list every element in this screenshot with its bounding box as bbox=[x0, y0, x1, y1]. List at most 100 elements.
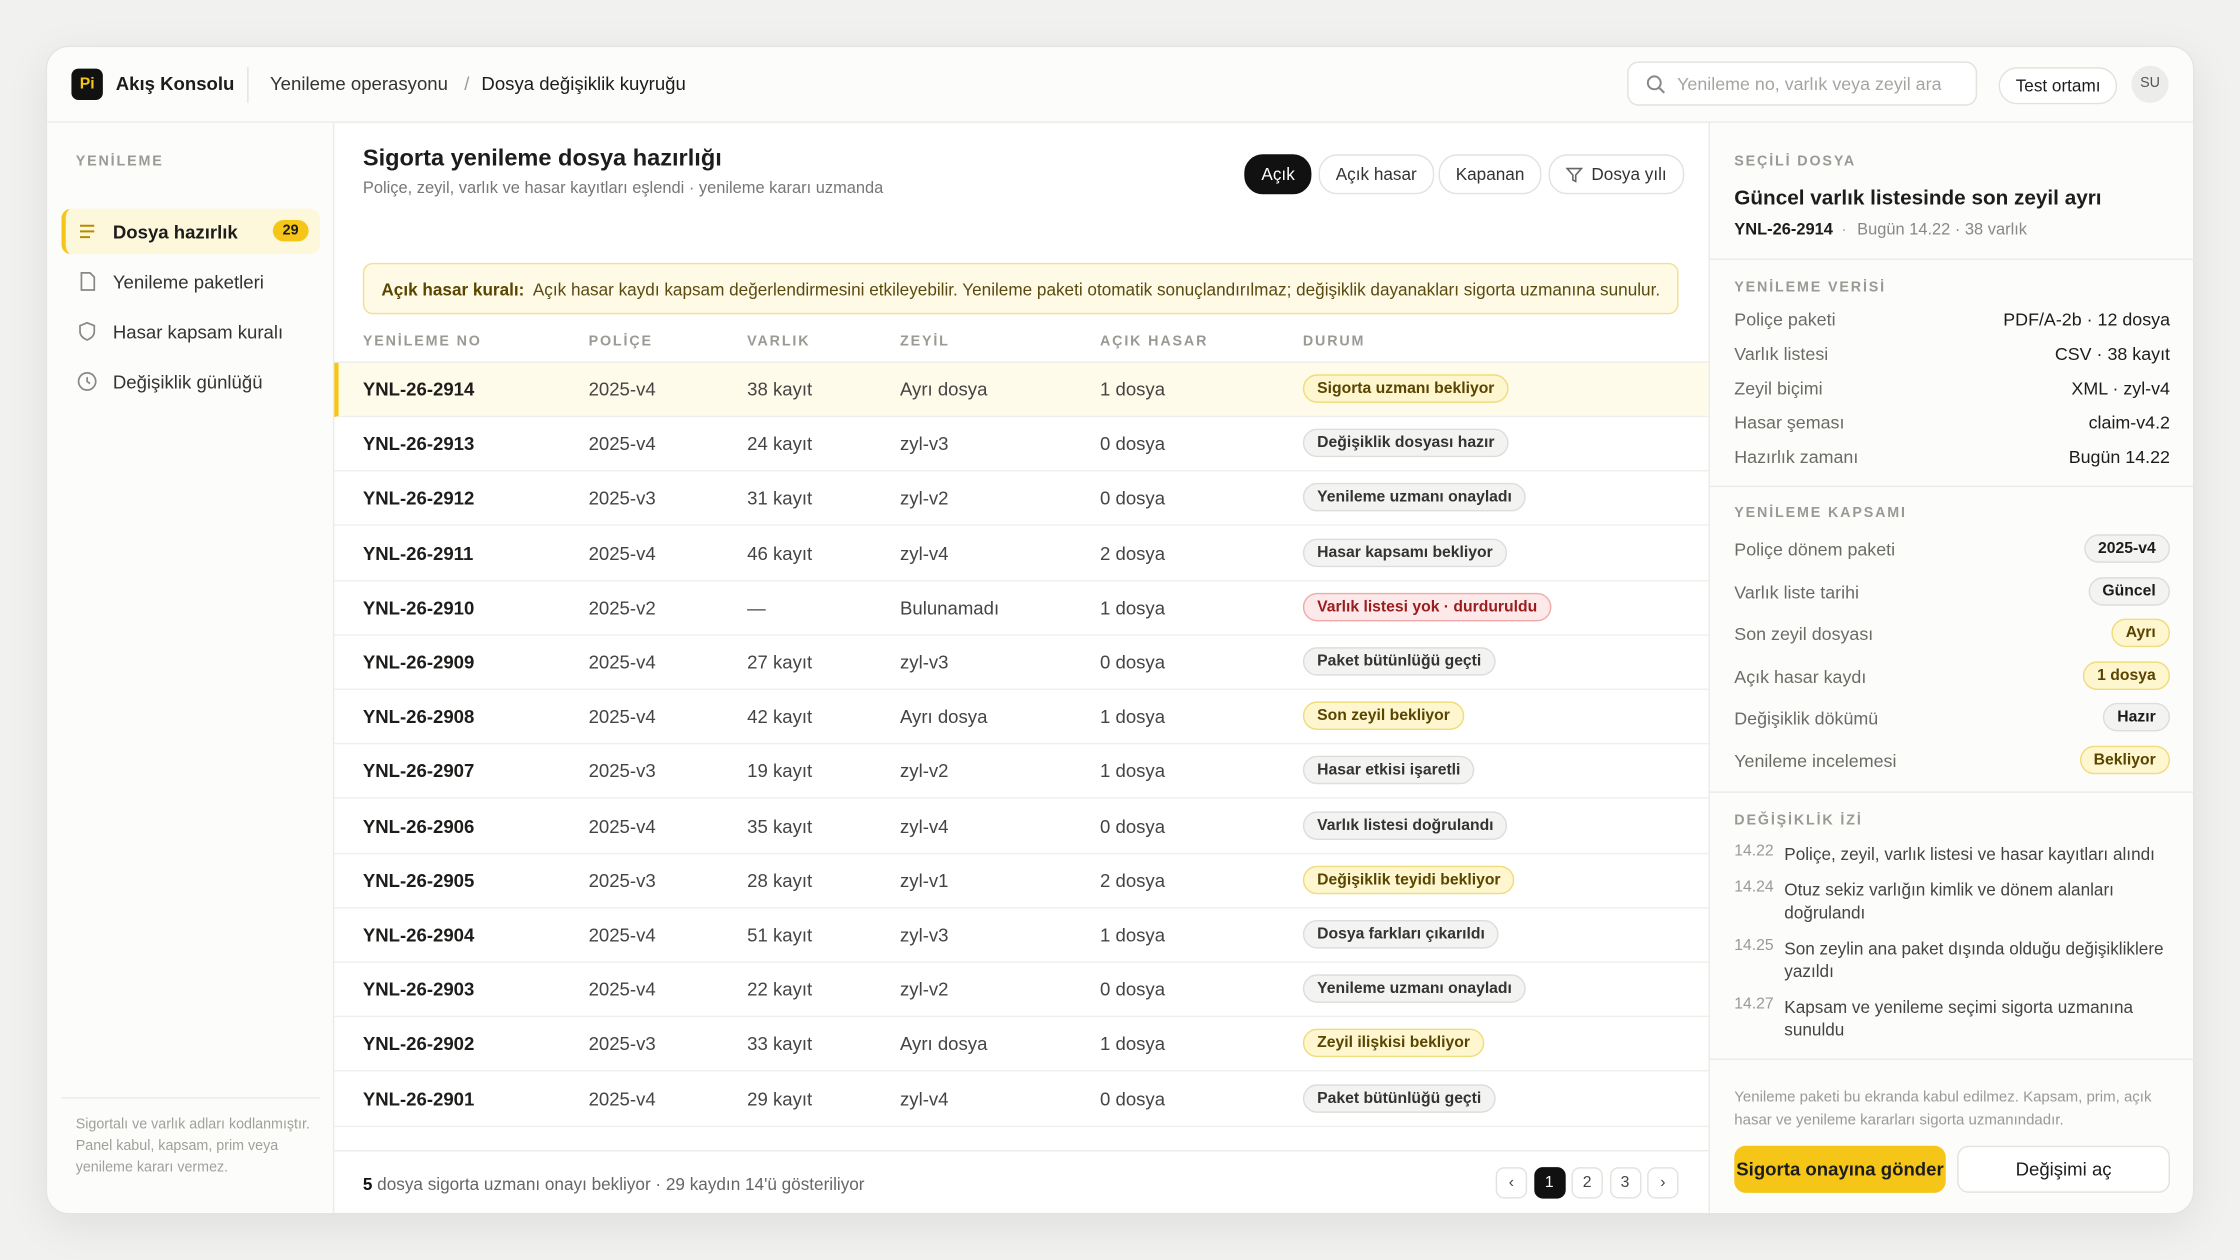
cell: 2025-v4 bbox=[588, 433, 656, 455]
page-button[interactable]: 2 bbox=[1571, 1167, 1603, 1199]
cell: 0 dosya bbox=[1099, 1087, 1166, 1110]
cell: 28 kayıt bbox=[747, 869, 813, 892]
column-header: ZEYİL bbox=[899, 334, 950, 350]
cell: 35 kayıt bbox=[747, 815, 813, 837]
section-label: SEÇİLİ DOSYA bbox=[1734, 154, 1857, 170]
data-key: Hasar şeması bbox=[1734, 412, 1845, 433]
scope-value: Ayrı bbox=[2111, 618, 2170, 648]
filter-button[interactable]: Dosya yılı bbox=[1548, 154, 1684, 195]
table-row[interactable]: YNL-26-2902 2025-v3 33 kayıt Ayrı dosya 1 do… bbox=[334, 1018, 1709, 1072]
env-button[interactable]: Test ortamı bbox=[1998, 67, 2118, 105]
secondary-button[interactable]: Değişimi aç bbox=[1957, 1145, 2170, 1193]
cell: 2025-v4 bbox=[588, 815, 656, 837]
filter-button[interactable]: Açık hasar bbox=[1318, 154, 1434, 195]
section-label: YENİLEME bbox=[75, 154, 164, 170]
trail-text: Poliçe, zeyil, varlık listesi ve hasar k… bbox=[1784, 844, 2155, 865]
table-row[interactable]: YNL-26-2914 2025-v4 38 kayıt Ayrı dosya 1 do… bbox=[334, 362, 1709, 418]
cell: 24 kayıt bbox=[747, 433, 813, 455]
trail-time: 14.22 bbox=[1734, 842, 1774, 860]
pending-count: 5 bbox=[362, 1174, 373, 1195]
page-button[interactable]: ‹ bbox=[1495, 1167, 1528, 1199]
nav-item[interactable]: Hasar kapsam kuralı bbox=[61, 309, 320, 355]
nav-icon bbox=[77, 371, 97, 391]
cell: 0 dosya bbox=[1099, 433, 1166, 455]
cell: 2025-v4 bbox=[588, 705, 656, 728]
cell: YNL-26-2906 bbox=[362, 815, 475, 837]
status-pill: Paket bütünlüğü geçti bbox=[1302, 1083, 1496, 1113]
table-row[interactable]: YNL-26-2908 2025-v4 42 kayıt Ayrı dosya 1 do… bbox=[334, 690, 1709, 745]
table-row[interactable]: YNL-26-2905 2025-v3 28 kayıt zyl-v1 2 dosya D… bbox=[334, 854, 1709, 909]
search-box[interactable]: Yenileme no, varlık veya zeyil ara bbox=[1627, 61, 1978, 106]
cell: YNL-26-2907 bbox=[362, 760, 475, 782]
data-key: Varlık listesi bbox=[1734, 344, 1829, 365]
cell: YNL-26-2913 bbox=[362, 433, 475, 455]
page-button[interactable]: 3 bbox=[1609, 1167, 1641, 1199]
table-row[interactable]: YNL-26-2903 2025-v4 22 kayıt zyl-v2 0 dosya Y… bbox=[334, 963, 1709, 1018]
divider bbox=[1709, 485, 2193, 488]
breadcrumb-separator: / bbox=[464, 72, 470, 95]
nav-item[interactable]: Değişiklik günlüğü bbox=[61, 359, 320, 405]
data-key: Hazırlık zamanı bbox=[1734, 447, 1859, 468]
table-row[interactable]: YNL-26-2912 2025-v3 31 kayıt zyl-v2 0 dosya Y… bbox=[334, 472, 1709, 527]
data-row: Hazırlık zamanı Bugün 14.22 bbox=[1734, 447, 2170, 467]
nav-label: Hasar kapsam kuralı bbox=[112, 321, 284, 343]
column-header: POLİÇE bbox=[588, 334, 653, 350]
nav-item[interactable]: Yenileme paketleri bbox=[61, 259, 320, 305]
scope-key: Değişiklik dökümü bbox=[1734, 709, 1879, 730]
page-button[interactable]: 1 bbox=[1533, 1167, 1565, 1199]
notice-text: Açık hasar kaydı kapsam değerlendirmesin… bbox=[532, 279, 1661, 300]
status-pill: Değişiklik teyidi bekliyor bbox=[1302, 865, 1515, 894]
filter-button[interactable]: Kapanan bbox=[1438, 154, 1542, 195]
cell: zyl-v2 bbox=[899, 978, 949, 1001]
cell: YNL-26-2905 bbox=[362, 869, 475, 892]
nav-icon bbox=[79, 224, 95, 239]
page-title: Sigorta yenileme dosya hazırlığı bbox=[362, 145, 722, 172]
data-value: Bugün 14.22 bbox=[2068, 447, 2170, 468]
cell: zyl-v4 bbox=[899, 815, 949, 837]
data-row: Varlık listesi CSV · 38 kayıt bbox=[1734, 344, 2170, 364]
cell: 1 dosya bbox=[1099, 705, 1166, 728]
scope-key: Açık hasar kaydı bbox=[1734, 666, 1867, 687]
cell: YNL-26-2911 bbox=[362, 542, 474, 564]
footer-summary: 5 dosya sigorta uzmanı onayı bekliyor · … bbox=[363, 1174, 865, 1194]
table-row[interactable]: YNL-26-2901 2025-v4 29 kayıt zyl-v4 0 dosya P… bbox=[334, 1072, 1709, 1127]
nav-item[interactable]: Dosya hazırlık 29 bbox=[61, 208, 320, 255]
avatar[interactable]: SU bbox=[2131, 65, 2169, 103]
cell: 42 kayıt bbox=[747, 705, 813, 728]
table-row[interactable]: YNL-26-2904 2025-v4 51 kayıt zyl-v3 1 dosya D… bbox=[334, 909, 1709, 963]
nav-label: Dosya hazırlık bbox=[112, 221, 238, 243]
table-row[interactable]: YNL-26-2913 2025-v4 24 kayıt zyl-v3 0 dosya D… bbox=[334, 417, 1709, 472]
filter-button[interactable]: Açık bbox=[1244, 154, 1312, 195]
table-row[interactable]: YNL-26-2906 2025-v4 35 kayıt zyl-v4 0 dosya V… bbox=[334, 799, 1709, 854]
cell: 2025-v4 bbox=[588, 651, 656, 673]
page-button[interactable]: › bbox=[1647, 1167, 1679, 1199]
table-row[interactable]: YNL-26-2911 2025-v4 46 kayıt zyl-v4 2 dosya H… bbox=[334, 527, 1709, 581]
detail-title: Güncel varlık listesinde son zeyil ayrı bbox=[1734, 187, 2102, 210]
cell: 33 kayıt bbox=[747, 1033, 813, 1055]
table-row[interactable]: YNL-26-2907 2025-v3 19 kayıt zyl-v2 1 dosya H… bbox=[334, 745, 1709, 800]
cell: 2025-v4 bbox=[588, 978, 656, 1001]
cell: Ayrı dosya bbox=[899, 705, 988, 728]
nav-label: Değişiklik günlüğü bbox=[112, 371, 263, 393]
cell: 2 dosya bbox=[1099, 869, 1166, 892]
cell: zyl-v1 bbox=[899, 869, 949, 892]
status-pill: Hasar kapsamı bekliyor bbox=[1302, 537, 1508, 567]
window: Pi Akış Konsolu Yenileme operasyonu / Dosya … bbox=[45, 45, 2195, 1215]
trail-text: Son zeylin ana paket dışında olduğu deği… bbox=[1784, 938, 2164, 982]
table-row[interactable]: YNL-26-2909 2025-v4 27 kayıt zyl-v3 0 dosya P… bbox=[334, 636, 1709, 690]
column-header: DURUM bbox=[1302, 334, 1366, 350]
sidebar: YENİLEME Dosya hazırlık 29 Yenileme paketle… bbox=[47, 122, 335, 1213]
detail-note: Yenileme paketi bu ekranda kabul edilmez… bbox=[1734, 1088, 2152, 1129]
section-label: YENİLEME VERİSİ bbox=[1734, 279, 1886, 296]
table-row[interactable]: YNL-26-2910 2025-v2 — Bulunamadı 1 dosya Varl… bbox=[334, 581, 1709, 636]
notice-label: Açık hasar kuralı: bbox=[381, 279, 525, 300]
breadcrumb-item[interactable]: Yenileme operasyonu bbox=[269, 72, 448, 95]
scope-value: 1 dosya bbox=[2082, 661, 2170, 690]
breadcrumb-item: Dosya değişiklik kuyruğu bbox=[481, 72, 686, 95]
primary-button[interactable]: Sigorta onayına gönder bbox=[1734, 1145, 1946, 1193]
data-value: PDF/A-2b · 12 dosya bbox=[2003, 309, 2170, 330]
cell: 2025-v4 bbox=[588, 378, 656, 400]
trail-time: 14.25 bbox=[1734, 937, 1774, 955]
scope-value: 2025-v4 bbox=[2083, 534, 2170, 563]
